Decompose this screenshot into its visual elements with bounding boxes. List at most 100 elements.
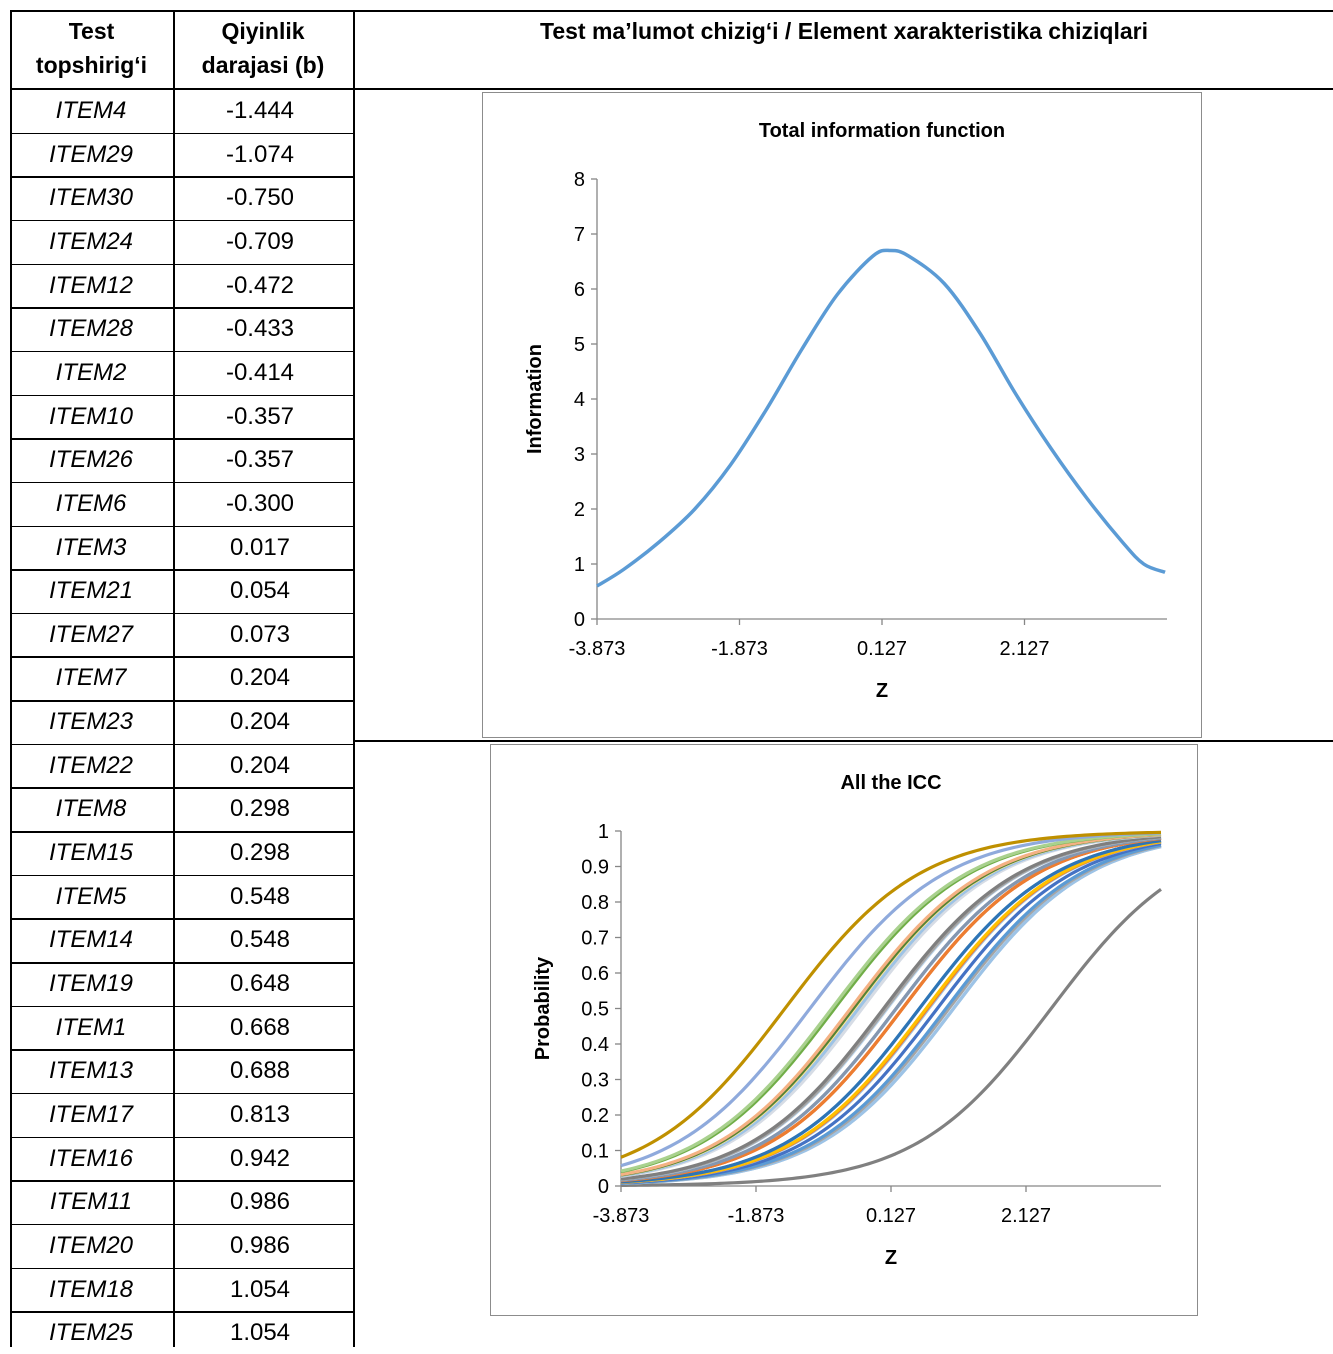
table-cell-item: ITEM28 xyxy=(48,315,134,343)
x-tick-label: 2.127 xyxy=(1001,1205,1051,1227)
x-tick-label: -3.873 xyxy=(593,1205,650,1227)
table-cell-item: ITEM10 xyxy=(48,402,134,430)
information-curve xyxy=(596,248,1166,588)
table-row-border xyxy=(10,787,355,789)
table-row-border xyxy=(10,1180,355,1182)
y-tick-label: 0.2 xyxy=(581,1105,609,1127)
header-charts: Test ma’lumot chizig‘i / Element xarakte… xyxy=(540,18,1148,44)
y-tick-label: 0.1 xyxy=(581,1141,609,1163)
table-border-top xyxy=(10,10,1333,12)
chart-icc-svg: All the ICC 0 0.1 0.2 0.3 0.4 0.5 0.6 0.7 0.8 0.9 1… xyxy=(532,772,1162,1269)
chart-title: All the ICC xyxy=(840,772,941,794)
table-row-border xyxy=(10,700,355,702)
x-axis-label: Z xyxy=(885,1247,897,1269)
table-cell-item: ITEM22 xyxy=(48,751,134,779)
x-tick-label: 2.127 xyxy=(999,638,1049,660)
table-cell-difficulty: 0.548 xyxy=(229,926,291,954)
table-row-border xyxy=(10,307,355,309)
table-cell-difficulty: -0.414 xyxy=(225,358,295,386)
icc-curve xyxy=(620,888,1162,1187)
table-border-col1 xyxy=(173,10,175,1347)
y-tick-label: 8 xyxy=(574,169,585,191)
y-tick-label: 4 xyxy=(574,389,585,411)
y-tick-label: 0.9 xyxy=(581,857,609,879)
table-row-border xyxy=(10,219,355,222)
table-cell-difficulty: -0.357 xyxy=(225,446,295,474)
table-row-border xyxy=(10,176,355,178)
table-cell-difficulty: 0.017 xyxy=(229,533,291,561)
table-cell-item: ITEM2 xyxy=(55,358,127,386)
chart-title: Total information function xyxy=(759,120,1005,142)
table-row-border xyxy=(10,1311,355,1313)
table-cell-difficulty: -0.709 xyxy=(225,227,295,255)
y-tick-label: 5 xyxy=(574,334,585,356)
chart-information-svg: Total information function 0 1 2 3 4 5 6 7 8 -3.87… xyxy=(524,120,1167,702)
table-cell-item: ITEM23 xyxy=(48,708,134,736)
table-row-border xyxy=(10,263,355,266)
table-cell-difficulty: -1.074 xyxy=(225,140,295,168)
table-row-border xyxy=(10,350,355,353)
table-cell-difficulty: -0.433 xyxy=(225,315,295,343)
table-cell-difficulty: 1.054 xyxy=(229,1319,291,1347)
table-cell-difficulty: 0.298 xyxy=(229,839,291,867)
table-cell-item: ITEM26 xyxy=(48,446,134,474)
table-cell-difficulty: -0.750 xyxy=(225,184,295,212)
icc-curve xyxy=(620,835,1162,1181)
table-cell-item: ITEM17 xyxy=(48,1100,134,1128)
icc-curve xyxy=(620,831,1162,1168)
table-cell-difficulty: -0.357 xyxy=(225,402,295,430)
x-tick-label: 0.127 xyxy=(866,1205,916,1227)
table-cell-difficulty: -0.472 xyxy=(225,271,295,299)
table-cell-difficulty: -0.300 xyxy=(225,489,295,517)
table-row-border xyxy=(10,1267,355,1270)
icc-curve xyxy=(620,836,1162,1182)
x-tick-label: -1.873 xyxy=(711,638,768,660)
table-row-border xyxy=(10,1049,355,1051)
table-cell-difficulty: 0.548 xyxy=(229,882,291,910)
table-cell-difficulty: 0.073 xyxy=(229,620,291,648)
header-item: Test topshirig‘i xyxy=(10,14,173,82)
x-tick-label: -3.873 xyxy=(569,638,626,660)
x-tick-label: -1.873 xyxy=(728,1205,785,1227)
y-tick-label: 0.7 xyxy=(581,928,609,950)
icc-curve xyxy=(620,836,1162,1183)
table-row-border xyxy=(10,1223,355,1226)
icc-curve xyxy=(620,832,1162,1177)
table-row-border xyxy=(10,1092,355,1095)
icc-curve xyxy=(620,832,1162,1173)
table-cell-item: ITEM3 xyxy=(55,533,127,561)
table-border-header-bottom xyxy=(10,88,1333,90)
table-cell-item: ITEM27 xyxy=(48,620,134,648)
table-row-border xyxy=(10,394,355,397)
table-row-border xyxy=(10,831,355,833)
icc-curve xyxy=(620,836,1162,1183)
table-cell-difficulty: -1.444 xyxy=(225,97,295,124)
y-tick-label: 0 xyxy=(598,1176,609,1198)
chart-icc: All the ICC 0 0.1 0.2 0.3 0.4 0.5 0.6 0.7 0.8 0.9 1… xyxy=(490,744,1198,1316)
table-cell-item: ITEM15 xyxy=(48,839,134,867)
table-cell-item: ITEM21 xyxy=(48,577,134,605)
y-axis-label: Probability xyxy=(532,956,554,1060)
x-tick-label: 0.127 xyxy=(857,638,907,660)
y-tick-label: 6 xyxy=(574,279,585,301)
table-cell-difficulty: 0.204 xyxy=(229,708,291,736)
table-border-middle xyxy=(353,740,1333,742)
table-cell-item: ITEM29 xyxy=(48,140,134,168)
y-tick-label: 0.8 xyxy=(581,892,609,914)
table-row-border xyxy=(10,132,355,135)
table-row-border xyxy=(10,612,355,615)
table-cell-item: ITEM1 xyxy=(55,1013,127,1041)
table-cell-item: ITEM8 xyxy=(55,795,127,823)
table-cell-difficulty: 0.204 xyxy=(229,751,291,779)
table-row-border xyxy=(10,656,355,658)
table-row-border xyxy=(10,481,355,484)
icc-curve xyxy=(620,830,1162,1159)
table-border-col2 xyxy=(353,10,355,1347)
icc-curve xyxy=(620,836,1162,1182)
table-cell-item: ITEM20 xyxy=(48,1231,134,1259)
table-cell-item: ITEM19 xyxy=(48,970,134,997)
table-cell-difficulty: 0.648 xyxy=(229,970,291,997)
y-tick-label: 3 xyxy=(574,444,585,466)
table-cell-difficulty: 0.688 xyxy=(229,1057,291,1085)
table-row-border xyxy=(10,1136,355,1139)
